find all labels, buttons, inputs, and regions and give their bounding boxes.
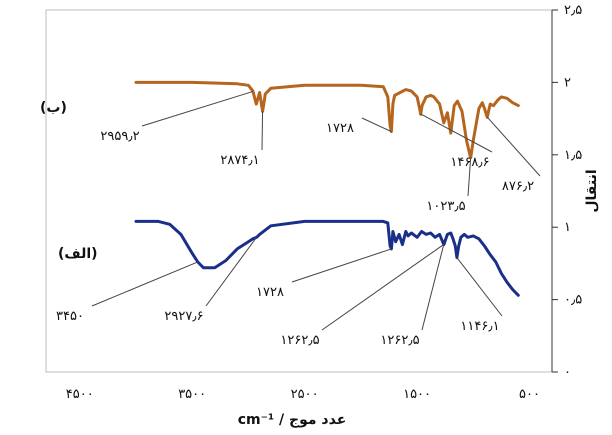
annotation-label: ۱۲۶۲٫۵ [380, 333, 419, 348]
annotation-leader [261, 111, 264, 151]
y-tick-label: ۱٫۵ [564, 148, 582, 163]
x-tick-label: ۴۵۰۰ [66, 387, 94, 402]
annotation-label: ۲۹۵۹٫۲ [100, 129, 139, 144]
x-tick-label: ۳۵۰۰ [178, 387, 206, 402]
annotation-label: ۲۸۷۴٫۱ [220, 153, 259, 168]
annotation-leader [361, 117, 392, 133]
series-layer [134, 80, 520, 297]
x-axis-ticks: ۴۵۰۰ ۳۵۰۰ ۲۵۰۰ ۱۵۰۰ ۵۰۰ [66, 387, 540, 402]
annotation-label: ۱۴۶۸٫۶ [450, 155, 489, 170]
y-tick-label: ۲٫۵ [564, 3, 582, 18]
series-line-0 [134, 80, 520, 160]
annotation-leader [421, 244, 445, 331]
annotation-leader [467, 157, 472, 197]
x-tick-label: ۲۵۰۰ [291, 387, 319, 402]
annotation-label: ۱۷۲۸ [326, 121, 354, 136]
y-tick-label: ۰ [564, 365, 571, 380]
y-tick-label: ۰٫۵ [564, 293, 582, 308]
annotation-leader [456, 257, 503, 317]
series-label: (ب) [40, 100, 67, 116]
y-tick-label: ۲ [564, 75, 571, 90]
x-tick-label: ۱۵۰۰ [403, 387, 431, 402]
annotation-leaders [91, 90, 541, 331]
annotation-labels: ۲۹۵۹٫۲ ۲۸۷۴٫۱ ۱۷۲۸ ۱۴۶۸٫۶ ۱۰۲۳٫۵ ۸۷۶٫۲ ۳۴۵۰ ۲۹۲… [56, 121, 534, 348]
annotation-leader [291, 248, 392, 283]
annotation-leader [91, 261, 198, 307]
y-tick-label: ۱ [564, 220, 571, 235]
annotation-leader [141, 90, 254, 127]
annotation-label: ۳۴۵۰ [56, 309, 84, 324]
y-axis-title: انتقال [584, 169, 600, 212]
annotation-label: ۱۰۲۳٫۵ [426, 199, 465, 214]
annotation-label: ۱۱۴۶٫۱ [460, 319, 499, 334]
annotation-label: ۸۷۶٫۲ [502, 179, 534, 194]
series-line-1 [134, 219, 520, 297]
annotation-label: ۲۹۲۷٫۶ [164, 309, 203, 324]
x-axis-title: cm⁻¹ / عدد موج [238, 412, 347, 428]
annotation-label: ۱۲۶۲٫۵ [280, 333, 319, 348]
annotation-leader [321, 244, 445, 331]
y-axis-ticks: ۰ ۰٫۵ ۱ ۱٫۵ ۲ ۲٫۵ [552, 3, 582, 380]
series-labels: (ب) (الف) [40, 100, 98, 262]
annotation-label: ۱۷۲۸ [256, 285, 284, 300]
annotation-leader [486, 116, 541, 177]
annotation-leader [420, 113, 493, 153]
x-tick-label: ۵۰۰ [519, 387, 540, 402]
series-label: (الف) [58, 246, 98, 262]
annotation-leader [205, 237, 257, 307]
plot-frame [45, 9, 553, 373]
